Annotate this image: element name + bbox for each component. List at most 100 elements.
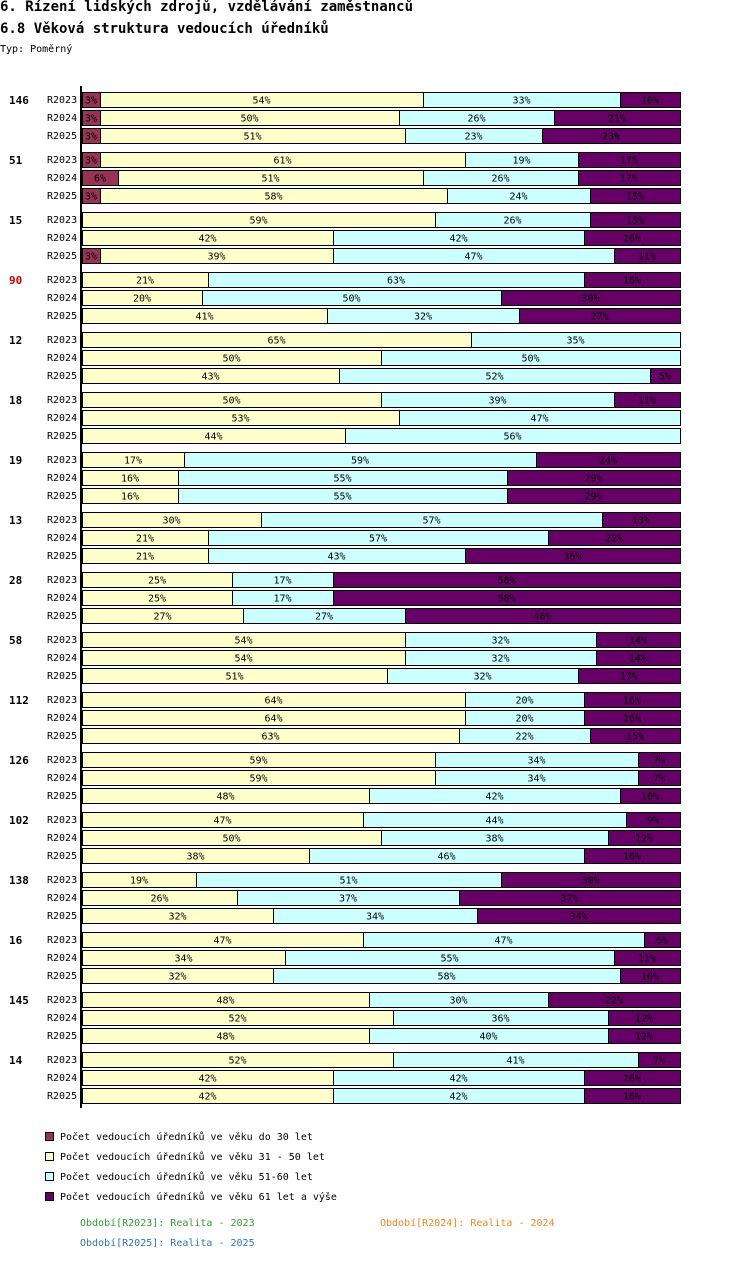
bar-value-label: 25% bbox=[148, 594, 166, 605]
bar-value-label: 34% bbox=[527, 756, 545, 767]
bar-value-label: 50% bbox=[521, 354, 539, 365]
bar-value-label: 63% bbox=[387, 276, 405, 287]
bar-value-label: 27% bbox=[153, 612, 171, 623]
legend-item-51-60: Počet vedoucích úředníků ve věku 51-60 l… bbox=[45, 1171, 313, 1183]
legend-item-61-plus: Počet vedoucích úředníků ve věku 61 let … bbox=[45, 1191, 337, 1203]
bar-segment bbox=[650, 368, 681, 384]
period-label: R2024 bbox=[47, 653, 77, 664]
bar-segment bbox=[638, 770, 681, 786]
bar-value-label: 42% bbox=[485, 792, 503, 803]
legend-label-31-50: Počet vedoucích úředníků ve věku 31 - 50… bbox=[60, 1152, 325, 1163]
bar-value-label: 3% bbox=[85, 156, 97, 167]
bar-value-label: 10% bbox=[641, 96, 659, 107]
bar-value-label: 36% bbox=[491, 1014, 509, 1025]
bar-value-label: 16% bbox=[623, 852, 641, 863]
period-label: R2023 bbox=[47, 875, 77, 886]
period-label: R2023 bbox=[47, 635, 77, 646]
bar-value-label: 20% bbox=[133, 294, 151, 305]
period-label: R2025 bbox=[47, 311, 77, 322]
bar-value-label: 26% bbox=[491, 174, 509, 185]
bar-segment bbox=[596, 632, 681, 648]
bar-value-label: 46% bbox=[437, 852, 455, 863]
bar-value-label: 10% bbox=[641, 972, 659, 983]
bar-value-label: 16% bbox=[121, 474, 139, 485]
bar-value-label: 17% bbox=[273, 576, 291, 587]
bar-value-label: 3% bbox=[85, 114, 97, 125]
bar-segment bbox=[507, 488, 681, 504]
bar-value-label: 59% bbox=[351, 456, 369, 467]
bar-value-label: 23% bbox=[602, 132, 620, 143]
bar-value-label: 14% bbox=[629, 654, 647, 665]
bar-value-label: 17% bbox=[620, 174, 638, 185]
bar-value-label: 53% bbox=[231, 414, 249, 425]
type-label: Typ: bbox=[0, 44, 25, 55]
period-label: R2025 bbox=[47, 1091, 77, 1102]
period-label: R2023 bbox=[47, 815, 77, 826]
bar-segment bbox=[614, 392, 681, 408]
period-label: R2023 bbox=[47, 95, 77, 106]
legend-swatch-31-50 bbox=[45, 1151, 54, 1161]
bar-value-label: 39% bbox=[207, 252, 225, 263]
bar-value-label: 32% bbox=[491, 636, 509, 647]
bar-value-label: 15% bbox=[626, 216, 644, 227]
bar-value-label: 46% bbox=[533, 612, 551, 623]
bar-value-label: 34% bbox=[174, 954, 192, 965]
bar-segment bbox=[614, 248, 681, 264]
bar-segment bbox=[578, 152, 681, 168]
bar-value-label: 16% bbox=[623, 1092, 641, 1103]
bar-segment bbox=[507, 470, 681, 486]
period-label: R2023 bbox=[47, 935, 77, 946]
bar-value-label: 42% bbox=[198, 1092, 216, 1103]
bar-value-label: 55% bbox=[333, 492, 351, 503]
bar-value-label: 42% bbox=[449, 1092, 467, 1103]
group-label: 58 bbox=[9, 634, 22, 647]
bar-value-label: 51% bbox=[261, 174, 279, 185]
bar-segment bbox=[405, 608, 681, 624]
bar-value-label: 19% bbox=[130, 876, 148, 887]
bar-value-label: 27% bbox=[315, 612, 333, 623]
bar-value-label: 21% bbox=[608, 114, 626, 125]
bar-segment bbox=[519, 308, 681, 324]
bar-value-label: 50% bbox=[222, 354, 240, 365]
period-label: R2024 bbox=[47, 473, 77, 484]
bar-value-label: 59% bbox=[249, 774, 267, 785]
bar-value-label: 42% bbox=[449, 234, 467, 245]
bar-value-label: 16% bbox=[623, 714, 641, 725]
bar-value-label: 34% bbox=[366, 912, 384, 923]
bar-value-label: 51% bbox=[225, 672, 243, 683]
bar-value-label: 55% bbox=[440, 954, 458, 965]
bar-segment bbox=[578, 668, 681, 684]
bar-value-label: 19% bbox=[512, 156, 530, 167]
bar-segment bbox=[584, 1088, 681, 1104]
bar-segment bbox=[554, 110, 681, 126]
legend-item-under-30: Počet vedoucích úředníků ve věku do 30 l… bbox=[45, 1131, 313, 1143]
period-label: R2025 bbox=[47, 731, 77, 742]
group-label: 19 bbox=[9, 454, 22, 467]
bar-segment bbox=[590, 212, 681, 228]
bar-value-label: 52% bbox=[228, 1056, 246, 1067]
bar-value-label: 57% bbox=[422, 516, 440, 527]
bar-value-label: 43% bbox=[201, 372, 219, 383]
bar-value-label: 34% bbox=[569, 912, 587, 923]
period-label: R2025 bbox=[47, 431, 77, 442]
bar-segment bbox=[584, 710, 681, 726]
period-label: R2024 bbox=[47, 833, 77, 844]
period-label: R2024 bbox=[47, 773, 77, 784]
bar-segment bbox=[590, 188, 681, 204]
bar-value-label: 42% bbox=[198, 1074, 216, 1085]
bar-value-label: 41% bbox=[195, 312, 213, 323]
bar-segment bbox=[477, 908, 681, 924]
bar-segment bbox=[620, 968, 681, 984]
bar-value-label: 26% bbox=[503, 216, 521, 227]
period-label: R2025 bbox=[47, 371, 77, 382]
period-label: R2025 bbox=[47, 671, 77, 682]
bar-value-label: 29% bbox=[584, 492, 602, 503]
bar-value-label: 25% bbox=[148, 576, 166, 587]
period-label: R2023 bbox=[47, 575, 77, 586]
bar-segment bbox=[501, 290, 681, 306]
period-label: R2023 bbox=[47, 335, 77, 346]
bar-value-label: 55% bbox=[333, 474, 351, 485]
bar-value-label: 44% bbox=[485, 816, 503, 827]
bar-value-label: 64% bbox=[264, 714, 282, 725]
period-label: R2024 bbox=[47, 413, 77, 424]
